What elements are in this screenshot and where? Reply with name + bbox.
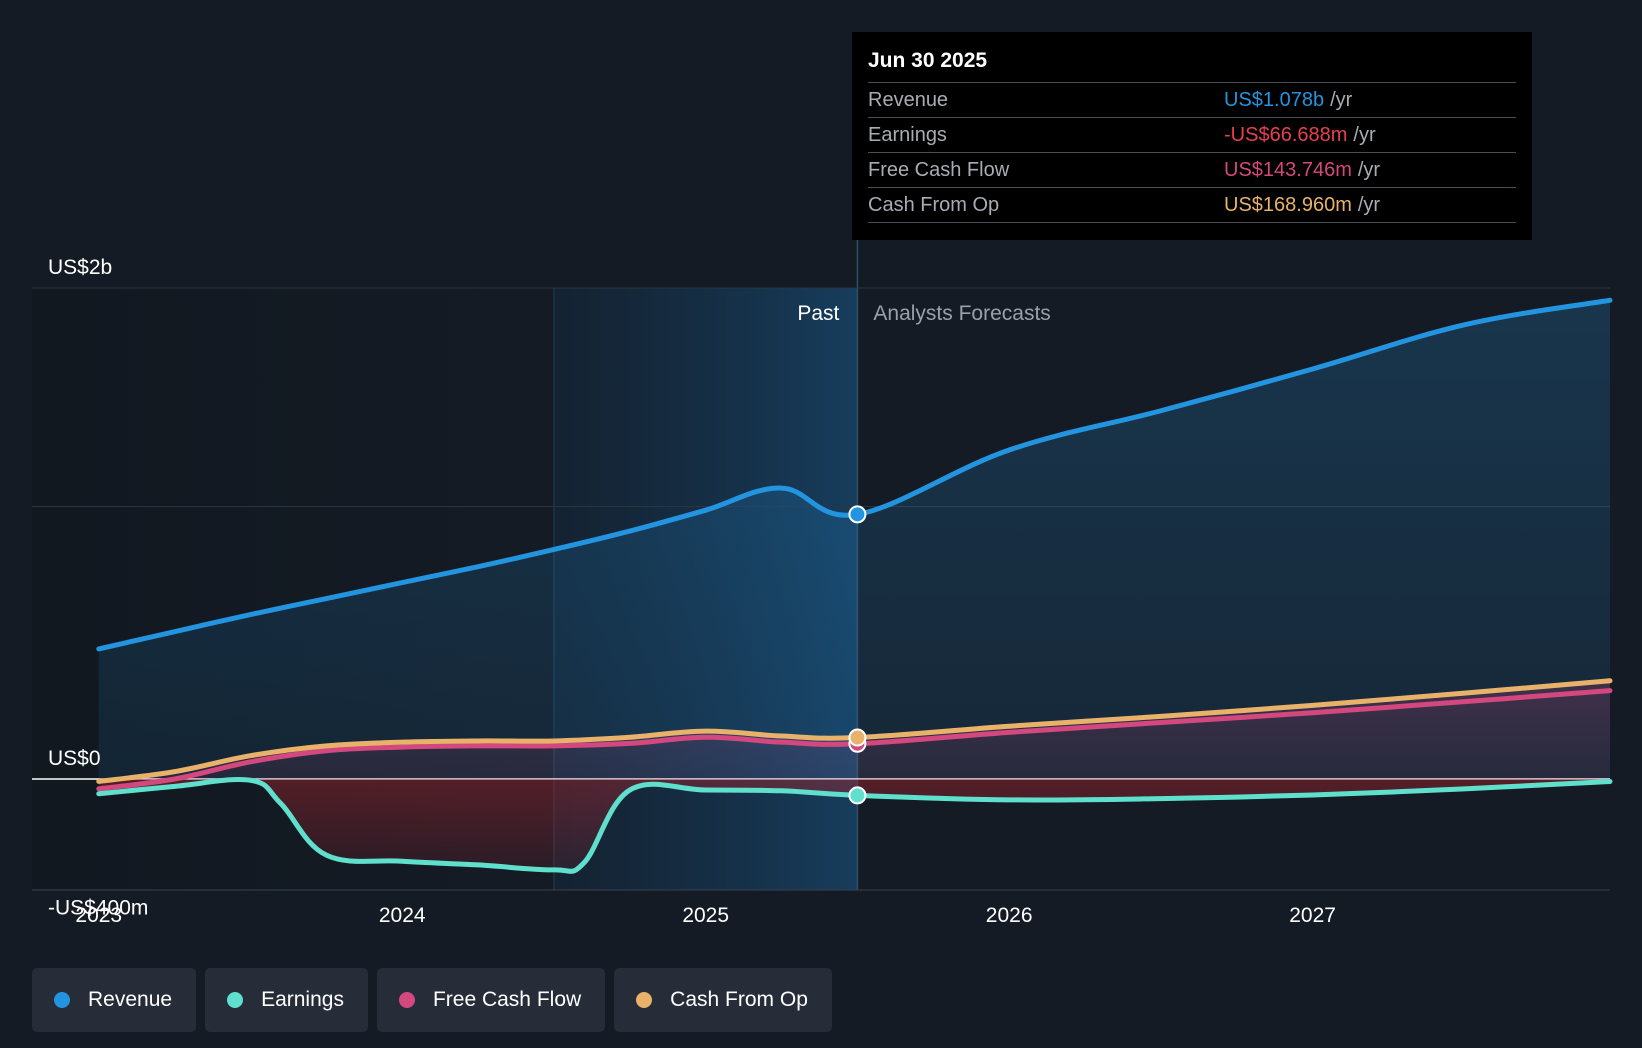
earnings-dot-icon xyxy=(227,992,244,1008)
tooltip-unit: /yr xyxy=(1357,159,1381,181)
tooltip-value: US$1.078b xyxy=(1224,89,1325,111)
legend: Revenue Earnings Free Cash Flow Cash Fro… xyxy=(32,968,832,1032)
y-tick-label: US$2b xyxy=(48,256,112,279)
cash-from-op-dot-icon xyxy=(636,992,653,1008)
cash-area xyxy=(98,680,1611,782)
x-tick-label: 2027 xyxy=(1289,904,1336,927)
cash-from-op-marker xyxy=(848,728,867,747)
x-tick-label: 2026 xyxy=(986,904,1033,927)
x-tick-label: 2024 xyxy=(379,904,426,927)
cash-from-op-line xyxy=(96,678,1613,784)
revenue-line xyxy=(96,297,1613,652)
legend-item-cash-from-op[interactable]: Cash From Op xyxy=(614,968,832,1032)
legend-label: Cash From Op xyxy=(670,988,808,1011)
tooltip: Jun 30 2025 Revenue US$1.078b /yr Earnin… xyxy=(852,32,1532,240)
tooltip-value: -US$66.688m xyxy=(1224,124,1348,146)
legend-label: Free Cash Flow xyxy=(432,988,582,1011)
earnings-area xyxy=(98,779,1611,872)
tooltip-row-cash-from-op: Cash From Op US$168.960m /yr xyxy=(868,187,1516,223)
tooltip-unit: /yr xyxy=(1353,124,1376,146)
forecast-label: Analysts Forecasts xyxy=(873,302,1050,325)
free-cash-flow-dot-icon xyxy=(398,992,415,1008)
revenue-area xyxy=(98,300,1611,779)
y-tick-label: -US$400m xyxy=(48,896,148,919)
tooltip-label: Cash From Op xyxy=(868,194,1000,216)
free-cash-flow-line xyxy=(96,688,1613,792)
tooltip-label: Free Cash Flow xyxy=(868,159,1010,181)
revenue-dot-icon xyxy=(54,992,70,1008)
legend-item-revenue[interactable]: Revenue xyxy=(32,968,197,1032)
tooltip-value: US$168.960m xyxy=(1224,194,1352,216)
tooltip-row-earnings: Earnings -US$66.688m /yr xyxy=(868,117,1516,152)
past-label: Past xyxy=(797,302,839,325)
tooltip-row-revenue: Revenue US$1.078b /yr xyxy=(868,82,1516,117)
legend-label: Revenue xyxy=(88,988,173,1011)
x-tick-label: 2023 xyxy=(75,904,122,927)
tooltip-label: Earnings xyxy=(868,124,947,146)
x-tick-label: 2025 xyxy=(682,904,729,927)
tooltip-label: Revenue xyxy=(868,89,949,111)
earnings-line xyxy=(96,776,1613,874)
legend-item-earnings[interactable]: Earnings xyxy=(205,968,368,1032)
revenue-marker xyxy=(848,505,867,524)
y-tick-label: US$0 xyxy=(48,747,101,770)
tooltip-unit: /yr xyxy=(1330,89,1353,111)
tooltip-value: US$143.746m xyxy=(1224,159,1352,181)
tooltip-unit: /yr xyxy=(1357,194,1381,216)
legend-item-free-cash-flow[interactable]: Free Cash Flow xyxy=(376,968,606,1032)
earnings-marker xyxy=(848,786,867,805)
tooltip-row-free-cash-flow: Free Cash Flow US$143.746m /yr xyxy=(868,152,1516,187)
tooltip-date: Jun 30 2025 xyxy=(868,49,988,72)
legend-label: Earnings xyxy=(261,988,344,1011)
